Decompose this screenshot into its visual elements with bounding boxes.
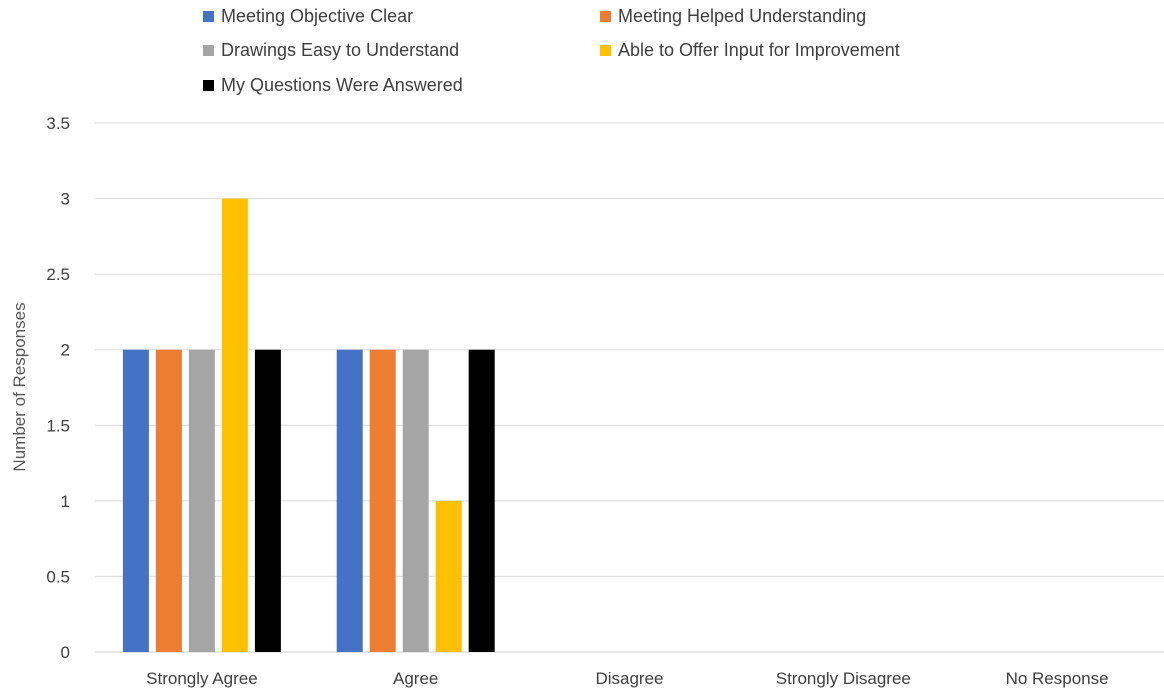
bar — [336, 349, 363, 652]
legend-item: Meeting Objective Clear — [203, 6, 413, 26]
legend-item: My Questions Were Answered — [203, 75, 463, 95]
y-tick-label: 3 — [61, 190, 70, 209]
legend: Meeting Objective Clear Meeting Helped Un… — [203, 6, 900, 95]
y-tick-label: 1 — [61, 492, 70, 511]
legend-label: Meeting Objective Clear — [221, 6, 413, 26]
legend-label: Drawings Easy to Understand — [221, 40, 459, 60]
y-axis-label: Number of Responses — [10, 302, 29, 471]
y-axis-ticks: 0 0.5 1 1.5 2 2.5 3 3.5 — [46, 114, 70, 662]
y-tick-label: 2.5 — [46, 265, 70, 284]
x-tick-label: Strongly Disagree — [776, 669, 911, 688]
legend-item: Meeting Helped Understanding — [600, 6, 866, 26]
bars — [122, 198, 495, 653]
legend-swatch — [600, 11, 611, 22]
bar — [369, 349, 396, 652]
bar — [155, 349, 182, 652]
bar — [221, 198, 248, 653]
bar — [402, 349, 429, 652]
y-tick-label: 2 — [61, 341, 70, 360]
legend-item: Drawings Easy to Understand — [203, 40, 459, 60]
bar — [188, 349, 215, 652]
x-tick-label: Agree — [393, 669, 438, 688]
x-tick-label: No Response — [1006, 669, 1109, 688]
bar — [254, 349, 281, 652]
bar — [468, 349, 495, 652]
bar — [122, 349, 149, 652]
legend-swatch — [600, 45, 611, 56]
legend-swatch — [203, 45, 214, 56]
legend-label: My Questions Were Answered — [221, 75, 463, 95]
y-tick-label: 3.5 — [46, 114, 70, 133]
y-tick-label: 0 — [61, 643, 70, 662]
y-tick-label: 0.5 — [46, 567, 70, 586]
legend-label: Meeting Helped Understanding — [618, 6, 866, 26]
legend-swatch — [203, 80, 214, 91]
x-axis-ticks: Strongly Agree Agree Disagree Strongly Disa… — [146, 669, 1108, 688]
legend-item: Able to Offer Input for Improvement — [600, 40, 900, 60]
x-tick-label: Disagree — [595, 669, 663, 688]
y-tick-label: 1.5 — [46, 416, 70, 435]
bar — [435, 500, 462, 652]
legend-swatch — [203, 11, 214, 22]
legend-label: Able to Offer Input for Improvement — [618, 40, 900, 60]
x-tick-label: Strongly Agree — [146, 669, 258, 688]
